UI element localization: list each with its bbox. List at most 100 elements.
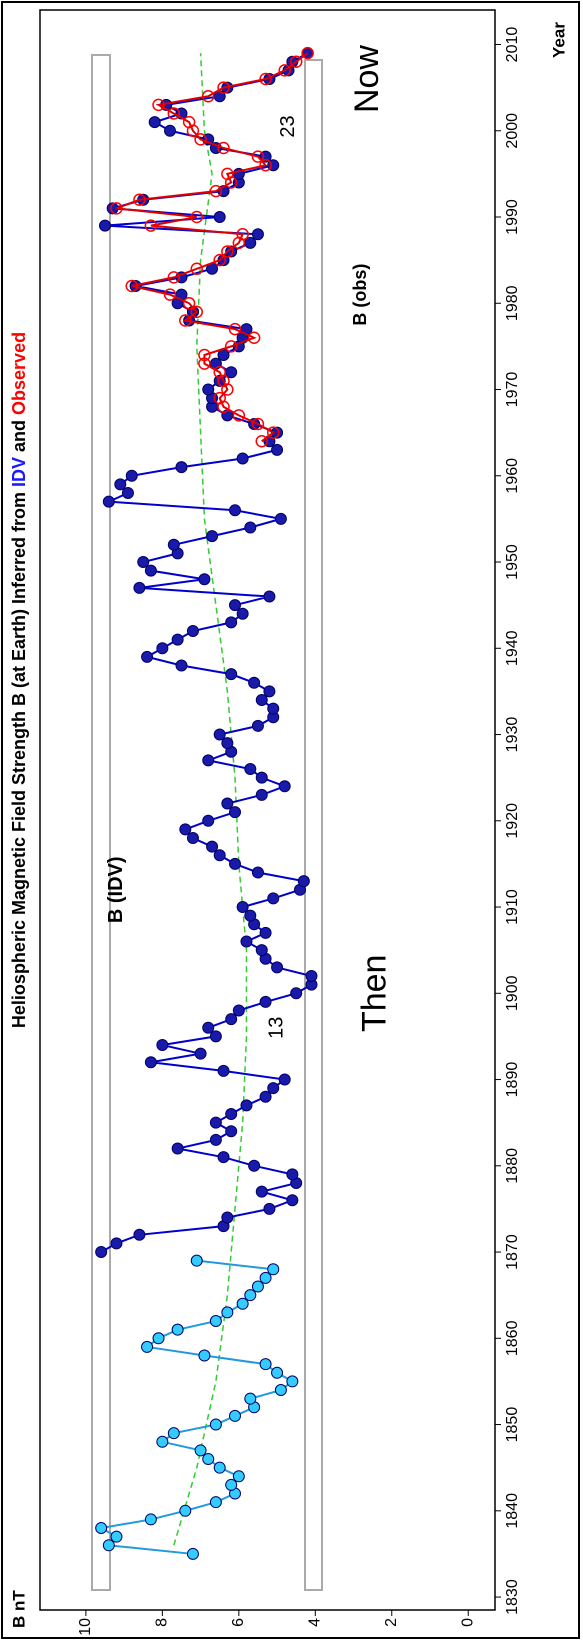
data-point	[156, 1435, 169, 1448]
data-point	[229, 599, 241, 612]
data-point	[194, 1444, 207, 1457]
data-point	[301, 46, 314, 60]
data-point	[133, 193, 146, 207]
data-point	[266, 426, 280, 439]
annotation: 23	[277, 115, 299, 137]
data-point	[221, 1306, 234, 1319]
x-tick-label: 1900	[504, 975, 521, 1011]
data-point	[267, 702, 280, 715]
y-tick-label: 0	[459, 1618, 476, 1627]
series-line	[100, 52, 313, 1253]
x-tick-label: 2000	[504, 113, 521, 149]
data-point	[179, 823, 192, 836]
data-point	[244, 1392, 257, 1405]
x-tick-label: 2010	[504, 27, 521, 63]
data-point	[221, 167, 234, 181]
data-point	[225, 1108, 238, 1121]
data-point	[202, 754, 215, 767]
data-point	[289, 55, 303, 69]
data-point	[144, 564, 157, 577]
data-point	[144, 1513, 157, 1526]
x-tick-label: 1880	[504, 1148, 521, 1184]
data-point	[95, 1246, 108, 1259]
highlight-box	[304, 59, 323, 1591]
data-point	[167, 538, 180, 551]
x-tick-label: 1990	[504, 199, 521, 235]
data-point	[202, 814, 215, 827]
data-point	[236, 452, 249, 465]
data-point	[190, 305, 204, 319]
chart-title: Heliospheric Magnetic Field Strength B (…	[9, 332, 29, 1028]
data-point	[263, 685, 276, 698]
annotation: B (IDV)	[105, 856, 127, 923]
data-point	[209, 1496, 222, 1509]
data-point	[232, 409, 246, 422]
data-point	[175, 461, 188, 474]
data-point	[217, 1064, 230, 1077]
series-line	[98, 1259, 295, 1555]
data-point	[156, 642, 169, 655]
data-point	[194, 133, 207, 146]
data-point	[182, 115, 196, 129]
data-point	[213, 211, 226, 224]
data-point	[248, 1159, 261, 1172]
data-point	[179, 314, 192, 327]
title-part: Observed	[9, 332, 29, 415]
data-point	[225, 245, 238, 258]
data-point	[229, 806, 241, 819]
data-point	[251, 150, 265, 163]
data-point	[137, 556, 150, 569]
y-axis-label: B nT	[9, 1590, 28, 1628]
data-point	[152, 98, 165, 112]
data-point	[125, 279, 139, 293]
data-point	[167, 1427, 180, 1440]
data-point	[221, 737, 234, 750]
x-tick-label: 1930	[504, 717, 521, 753]
data-point	[286, 1168, 299, 1181]
data-point	[278, 1073, 291, 1086]
data-point	[259, 926, 272, 939]
annotation: Then	[355, 955, 393, 1032]
x-tick-label: 1890	[504, 1062, 521, 1098]
data-point	[221, 797, 234, 810]
y-tick-label: 8	[154, 1618, 171, 1627]
y-tick-label: 2	[383, 1618, 400, 1627]
data-point	[240, 935, 253, 948]
data-point	[182, 297, 196, 310]
data-point	[221, 245, 234, 258]
data-point	[186, 1547, 199, 1560]
data-point	[271, 443, 284, 456]
data-point	[202, 1021, 215, 1034]
data-point	[267, 1263, 280, 1276]
data-point	[99, 219, 111, 232]
data-point	[190, 210, 204, 224]
data-point	[290, 987, 303, 1000]
data-point	[225, 668, 238, 681]
data-point	[259, 72, 272, 86]
data-point	[255, 1185, 268, 1198]
data-point	[141, 1340, 154, 1353]
data-point	[297, 875, 310, 888]
data-point	[202, 383, 215, 396]
data-point	[244, 521, 257, 534]
data-point	[213, 728, 226, 741]
data-point	[278, 64, 291, 77]
data-point	[175, 659, 188, 672]
data-point	[125, 469, 138, 482]
data-point	[201, 90, 215, 103]
data-point	[171, 1323, 184, 1336]
x-tick-label: 1840	[504, 1493, 521, 1529]
data-point	[263, 1202, 276, 1215]
data-point	[236, 901, 249, 914]
title-part: and	[9, 415, 29, 457]
data-point	[141, 650, 154, 663]
data-point	[286, 1375, 299, 1388]
data-point	[194, 1047, 207, 1060]
data-point	[251, 1280, 264, 1293]
x-tick-label: 1830	[504, 1579, 521, 1615]
x-tick-label: 1870	[504, 1234, 521, 1270]
data-point	[225, 1478, 238, 1491]
data-point	[206, 840, 219, 853]
data-point	[255, 694, 268, 707]
